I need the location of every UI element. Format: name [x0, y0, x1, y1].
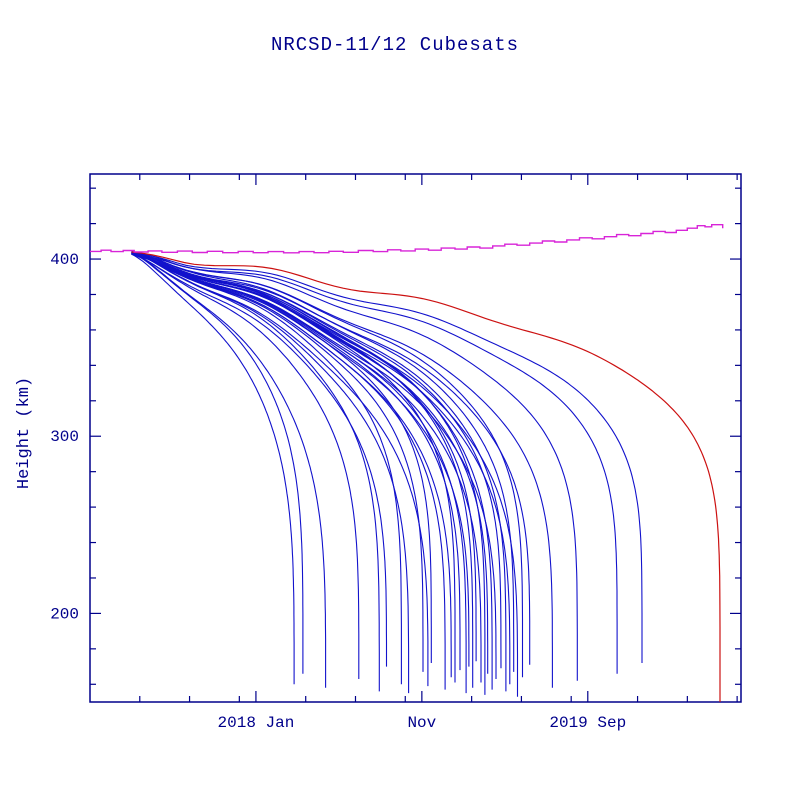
axis-tick-labels: 2018 Jan Nov 2019 Sep 200 300 400	[50, 251, 626, 732]
y-tick-label: 200	[50, 605, 79, 623]
cubesat-decay-curve	[131, 252, 402, 685]
axis-ticks	[90, 174, 741, 702]
cubesat-decay-curve	[131, 253, 531, 665]
cubesat-decay-curve	[131, 253, 295, 685]
x-tick-label: 2018 Jan	[218, 714, 295, 732]
cubesat-decay-curve	[131, 251, 515, 672]
cubesat-decay-curve	[131, 251, 461, 671]
cubesat-decay-curve	[131, 252, 360, 679]
cubesat-decay-curve	[131, 252, 511, 685]
plot-frame-rect	[89, 173, 742, 703]
cubesat-decay-curve	[131, 252, 497, 679]
decay-curves	[90, 224, 724, 702]
cubesat-decay-curve	[131, 253, 388, 667]
cubesat-decay-curve	[131, 251, 380, 692]
cubesat-decay-curve	[131, 252, 446, 690]
cubesat-decay-curve	[131, 253, 507, 692]
station-orbit-line	[90, 224, 724, 254]
cubesat-decay-curve	[131, 252, 424, 672]
y-tick-label: 400	[50, 251, 79, 269]
plot-frame	[89, 173, 742, 703]
cubesat-decay-curve	[131, 251, 643, 663]
cubesat-decay-curve	[131, 252, 553, 688]
y-axis-title: Height (km)	[15, 377, 34, 489]
cubesat-decay-curve	[131, 252, 519, 697]
cubesat-decay-curve	[131, 251, 493, 690]
cubesat-decay-curve	[131, 252, 304, 674]
cubesat-decay-curve	[131, 251, 429, 687]
cubesat-decay-curve	[131, 251, 452, 678]
chart-title: NRCSD-11/12 Cubesats	[271, 34, 519, 56]
cubesat-decay-curve	[131, 252, 618, 674]
x-tick-label: Nov	[407, 714, 436, 732]
x-tick-label: 2019 Sep	[549, 714, 626, 732]
red-decay-curve	[131, 251, 721, 702]
cubesat-decay-curve	[131, 251, 327, 688]
cubesat-decay-curve	[131, 251, 578, 681]
cubesat-decay-curve	[131, 252, 470, 667]
y-tick-label: 300	[50, 428, 79, 446]
